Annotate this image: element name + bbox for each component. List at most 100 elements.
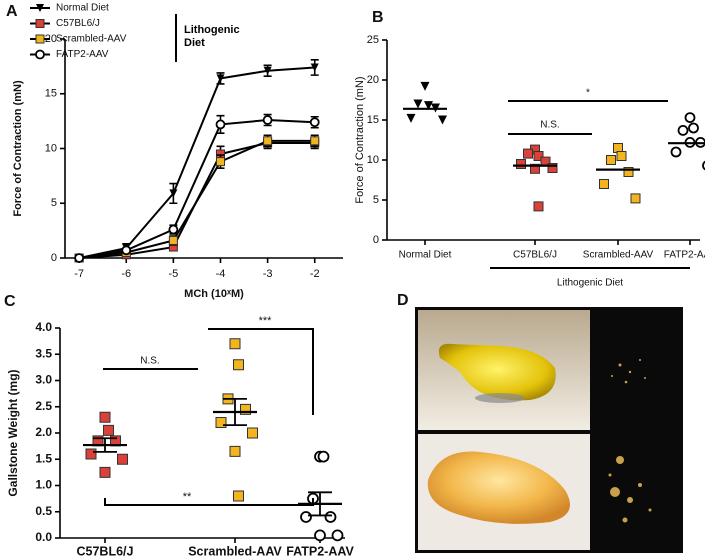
marker: [424, 101, 433, 111]
marker: [533, 151, 544, 161]
significance-line: [104, 498, 314, 506]
marker: [229, 445, 241, 457]
marker: [233, 490, 244, 502]
error-bar: [93, 437, 117, 453]
marker: [616, 151, 627, 161]
x-tick-label: C57BL6/J: [513, 250, 557, 261]
legend-label: Normal Diet: [56, 3, 109, 14]
marker: [216, 74, 225, 83]
marker: [317, 450, 330, 463]
x-tick-label: -4: [216, 268, 226, 280]
marker: [240, 403, 251, 415]
marker: [530, 163, 540, 174]
y-tick-label: 4.0: [35, 320, 52, 334]
group-label: Lithogenic Diet: [557, 278, 623, 289]
marker: [438, 115, 447, 125]
marker: [263, 66, 272, 75]
legend-group-label: Lithogenic Diet: [184, 24, 240, 49]
annotation: ***: [259, 315, 273, 327]
y-axis-label: Gallstone Weight (mg): [6, 369, 20, 496]
marker: [599, 179, 609, 189]
marker: [688, 122, 699, 134]
marker: [36, 4, 44, 12]
y-tick-label: 0.0: [35, 530, 52, 544]
marker: [215, 417, 227, 428]
marker: [103, 424, 114, 436]
annotation: N.S.: [540, 120, 559, 131]
marker: [262, 115, 273, 125]
y-tick-label: 0: [373, 234, 379, 246]
series-line: [79, 139, 315, 259]
error-bar: [223, 397, 247, 427]
y-tick-label: 2.5: [35, 399, 52, 413]
y-tick-label: 10: [45, 142, 57, 154]
y-tick-label: 25: [367, 34, 379, 46]
marker: [310, 136, 320, 146]
panel-label: A: [6, 3, 18, 20]
marker: [314, 529, 326, 542]
legend-label: Scrambled-AAV: [56, 34, 127, 45]
panel-label: D: [397, 292, 409, 309]
x-tick-label: Normal Diet: [399, 250, 452, 261]
marker: [670, 146, 682, 158]
photo-panel: [415, 307, 683, 553]
legend-label: C57BL6/J: [56, 18, 100, 29]
marker: [623, 167, 634, 177]
marker: [533, 201, 544, 212]
error-bar: [308, 491, 332, 517]
x-tick-label: -3: [263, 268, 273, 280]
marker: [247, 427, 258, 439]
marker: [677, 124, 689, 136]
marker: [233, 359, 244, 371]
y-tick-label: 15: [367, 114, 379, 126]
x-tick-label: C57BL6/J: [77, 544, 134, 558]
marker: [215, 119, 226, 130]
y-axis-label: Force of Contraction (mN): [12, 80, 24, 217]
marker: [85, 448, 97, 460]
y-tick-label: 20: [45, 33, 57, 45]
y-tick-label: 5: [51, 197, 57, 209]
marker: [413, 99, 423, 109]
marker: [547, 163, 558, 173]
marker: [169, 189, 178, 198]
y-axis-label: Force of Contraction (mN): [354, 76, 366, 203]
y-tick-label: 1.5: [35, 451, 52, 465]
marker: [35, 49, 45, 60]
marker: [324, 511, 337, 523]
y-tick-label: 10: [367, 154, 379, 166]
y-tick-label: 0: [51, 252, 57, 264]
marker: [99, 411, 111, 423]
y-tick-label: 2.0: [35, 425, 52, 439]
x-tick-label: -2: [310, 268, 320, 280]
marker: [523, 148, 533, 159]
marker: [309, 117, 320, 128]
y-tick-label: 3.0: [35, 373, 52, 387]
x-tick-label: -5: [168, 268, 178, 280]
marker: [35, 34, 45, 44]
y-tick-label: 3.5: [35, 346, 52, 360]
y-tick-label: 0.5: [35, 504, 52, 518]
y-tick-label: 5: [373, 194, 379, 206]
series-line: [78, 66, 315, 259]
annotation: **: [183, 491, 192, 503]
x-tick-label: Scrambled-AAV: [188, 544, 282, 558]
x-tick-label: FATP2-AAV: [664, 250, 705, 261]
marker: [168, 224, 179, 235]
panel-label: C: [4, 293, 16, 310]
marker: [420, 81, 430, 91]
y-tick-label: 15: [45, 88, 57, 100]
marker: [215, 157, 225, 167]
annotation: *: [586, 88, 590, 99]
panel-label: B: [372, 9, 384, 26]
marker: [74, 253, 85, 263]
marker: [300, 511, 312, 523]
marker: [310, 63, 319, 72]
marker: [606, 155, 616, 165]
marker: [516, 159, 526, 169]
marker: [684, 112, 696, 123]
marker: [99, 466, 111, 478]
series-line: [78, 119, 315, 259]
marker: [168, 235, 178, 245]
